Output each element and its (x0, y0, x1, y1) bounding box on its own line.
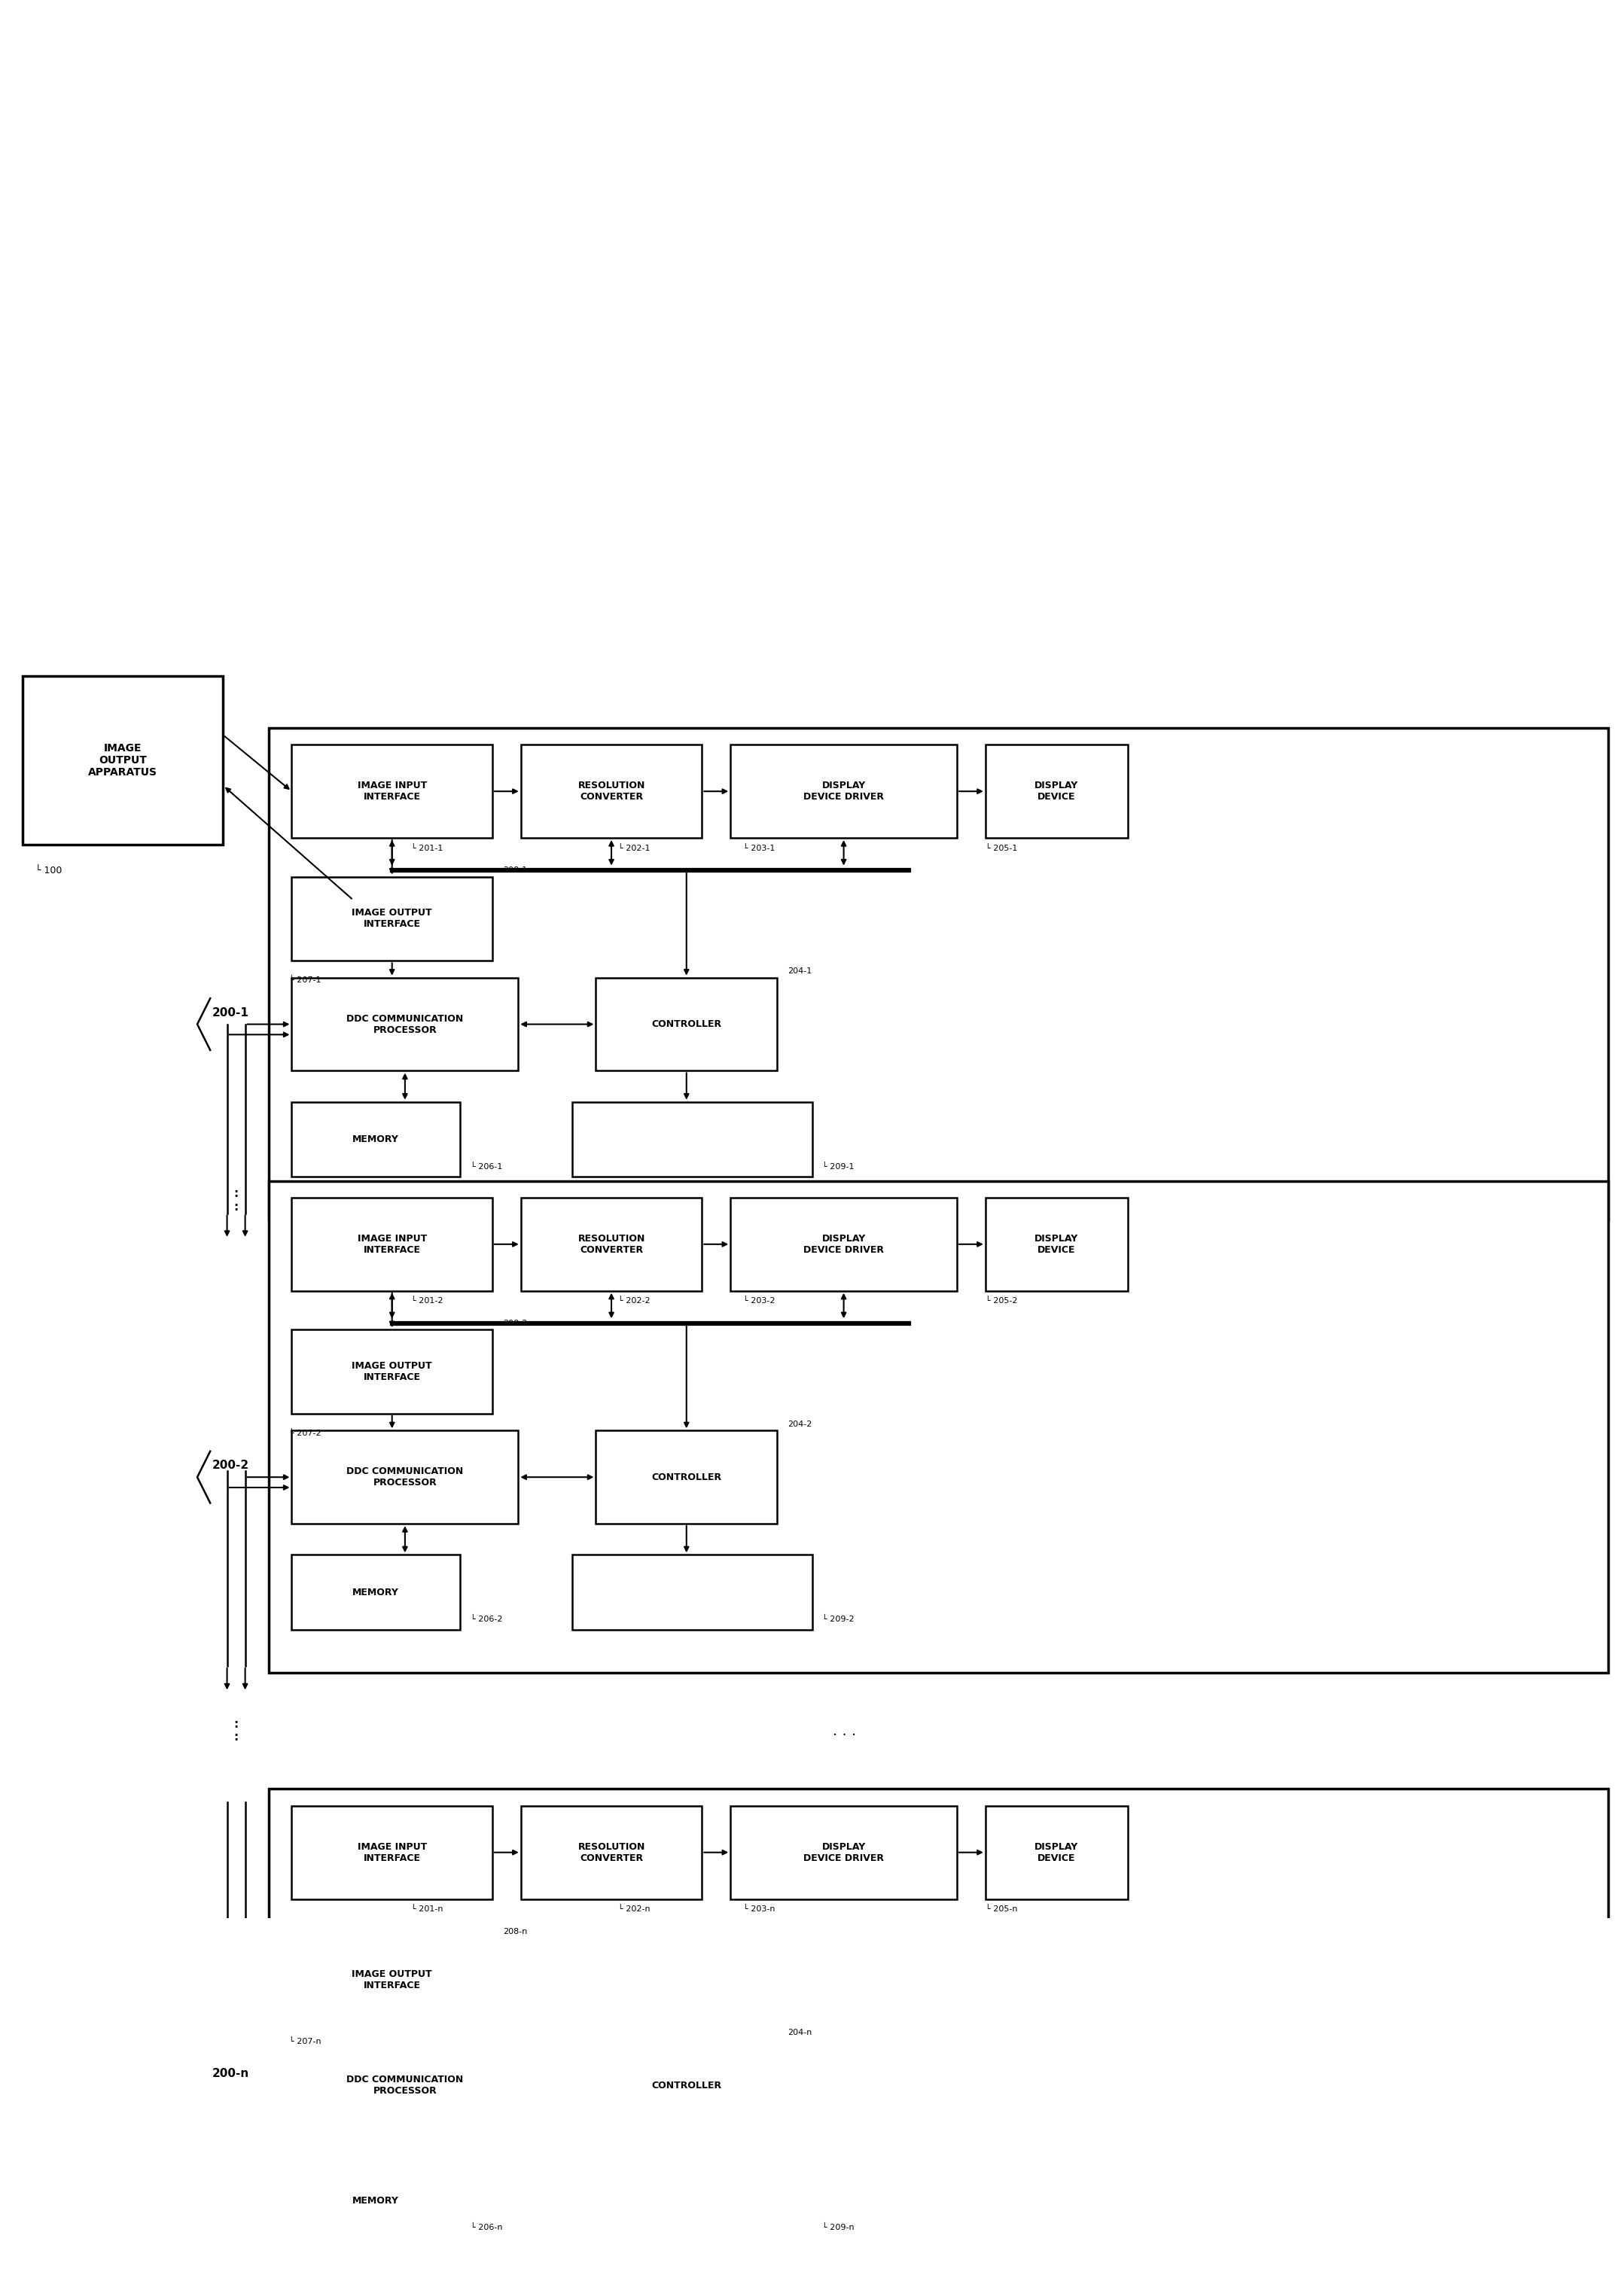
Text: IMAGE OUTPUT
INTERFACE: IMAGE OUTPUT INTERFACE (352, 1969, 432, 1989)
Text: └ 202-1: └ 202-1 (617, 845, 650, 852)
Text: DISPLAY
DEVICE: DISPLAY DEVICE (1034, 1233, 1078, 1254)
Text: 208-1: 208-1 (503, 866, 526, 875)
Bar (596, 2040, 776, 2131)
Bar (292, 2040, 518, 2131)
Bar (986, 1807, 1127, 1898)
Text: └ 209-2: └ 209-2 (822, 1615, 854, 1624)
Bar (292, 1807, 492, 1898)
Bar (268, 1181, 1608, 1672)
Text: 200-1: 200-1 (213, 1007, 248, 1019)
Text: 204-2: 204-2 (788, 1421, 812, 1428)
Text: └ 202-n: └ 202-n (617, 1905, 650, 1914)
Text: IMAGE
OUTPUT
APPARATUS: IMAGE OUTPUT APPARATUS (88, 742, 158, 779)
Text: 204-n: 204-n (788, 2028, 812, 2035)
Text: :
:: : : (234, 1718, 239, 1743)
Bar (292, 1937, 492, 2021)
Text: └ 209-n: └ 209-n (822, 2225, 854, 2231)
Bar (292, 1555, 460, 1631)
Bar (292, 978, 518, 1071)
Text: MEMORY: MEMORY (352, 1587, 400, 1597)
Bar (23, 676, 222, 845)
Text: └ 206-2: └ 206-2 (471, 1615, 502, 1624)
Text: DISPLAY
DEVICE: DISPLAY DEVICE (1034, 1841, 1078, 1864)
Bar (573, 1101, 812, 1176)
Text: RESOLUTION
CONVERTER: RESOLUTION CONVERTER (578, 1233, 645, 1254)
Bar (573, 1555, 812, 1631)
Text: └ 203-n: └ 203-n (744, 1905, 775, 1914)
Text: 208-n: 208-n (503, 1928, 528, 1935)
Text: └ 205-1: └ 205-1 (986, 845, 1017, 852)
Text: DDC COMMUNICATION
PROCESSOR: DDC COMMUNICATION PROCESSOR (346, 2074, 463, 2097)
Bar (292, 2163, 460, 2238)
Bar (596, 978, 776, 1071)
Text: RESOLUTION
CONVERTER: RESOLUTION CONVERTER (578, 781, 645, 802)
Text: └ 206-n: └ 206-n (471, 2225, 502, 2231)
Text: DISPLAY
DEVICE DRIVER: DISPLAY DEVICE DRIVER (804, 1233, 883, 1254)
Bar (731, 1197, 957, 1290)
Text: IMAGE OUTPUT
INTERFACE: IMAGE OUTPUT INTERFACE (352, 909, 432, 930)
Bar (521, 1197, 702, 1290)
Text: IMAGE INPUT
INTERFACE: IMAGE INPUT INTERFACE (357, 781, 427, 802)
Text: 204-1: 204-1 (788, 968, 812, 975)
Text: . . .: . . . (833, 1724, 856, 1738)
Text: DDC COMMUNICATION
PROCESSOR: DDC COMMUNICATION PROCESSOR (346, 1014, 463, 1035)
Text: 200-2: 200-2 (213, 1459, 248, 1471)
Bar (521, 745, 702, 838)
Text: MEMORY: MEMORY (352, 1135, 400, 1144)
Bar (573, 2163, 812, 2238)
Bar (292, 877, 492, 962)
Bar (596, 1430, 776, 1523)
Text: MEMORY: MEMORY (352, 2195, 400, 2206)
Bar (731, 1807, 957, 1898)
Text: └ 205-2: └ 205-2 (986, 1297, 1017, 1304)
Text: IMAGE INPUT
INTERFACE: IMAGE INPUT INTERFACE (357, 1841, 427, 1864)
Text: └ 203-1: └ 203-1 (744, 845, 775, 852)
Text: CONTROLLER: CONTROLLER (651, 1019, 721, 1030)
Text: DDC COMMUNICATION
PROCESSOR: DDC COMMUNICATION PROCESSOR (346, 1466, 463, 1487)
Bar (292, 1329, 492, 1414)
Bar (521, 1807, 702, 1898)
Bar (292, 1101, 460, 1176)
Bar (292, 1197, 492, 1290)
Text: :
:: : : (234, 1188, 239, 1213)
Text: └ 203-2: └ 203-2 (744, 1297, 775, 1304)
Text: DISPLAY
DEVICE: DISPLAY DEVICE (1034, 781, 1078, 802)
Text: └ 201-2: └ 201-2 (411, 1297, 443, 1304)
Text: └ 201-n: └ 201-n (411, 1905, 443, 1914)
Text: CONTROLLER: CONTROLLER (651, 1473, 721, 1482)
Text: 208-2: 208-2 (503, 1320, 528, 1327)
Text: DISPLAY
DEVICE DRIVER: DISPLAY DEVICE DRIVER (804, 1841, 883, 1864)
Text: └ 207-n: └ 207-n (289, 2037, 322, 2044)
Text: CONTROLLER: CONTROLLER (651, 2081, 721, 2090)
Text: └ 207-2: └ 207-2 (289, 1430, 322, 1437)
Bar (292, 1430, 518, 1523)
Text: └ 207-1: └ 207-1 (289, 975, 322, 984)
Text: └ 201-1: └ 201-1 (411, 845, 443, 852)
Bar (268, 1788, 1608, 2282)
Text: DISPLAY
DEVICE DRIVER: DISPLAY DEVICE DRIVER (804, 781, 883, 802)
Text: RESOLUTION
CONVERTER: RESOLUTION CONVERTER (578, 1841, 645, 1864)
Text: └ 206-1: └ 206-1 (471, 1163, 502, 1169)
Bar (986, 1197, 1127, 1290)
Bar (292, 745, 492, 838)
Bar (268, 729, 1608, 1220)
Text: └ 209-1: └ 209-1 (822, 1163, 854, 1169)
Text: IMAGE OUTPUT
INTERFACE: IMAGE OUTPUT INTERFACE (352, 1361, 432, 1382)
Bar (986, 745, 1127, 838)
Text: 200-n: 200-n (213, 2067, 248, 2078)
Text: └ 100: └ 100 (36, 866, 62, 875)
Text: └ 205-n: └ 205-n (986, 1905, 1017, 1914)
Text: └ 202-2: └ 202-2 (617, 1297, 650, 1304)
Text: IMAGE INPUT
INTERFACE: IMAGE INPUT INTERFACE (357, 1233, 427, 1254)
Bar (731, 745, 957, 838)
